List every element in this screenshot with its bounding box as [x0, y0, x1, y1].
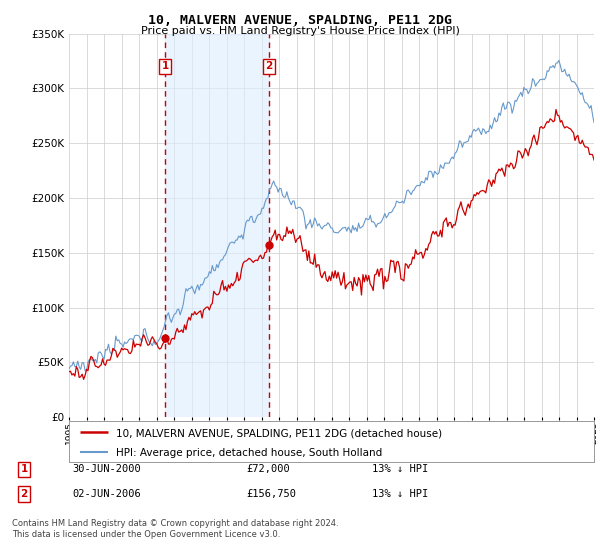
Text: 1: 1	[161, 62, 169, 72]
Text: HPI: Average price, detached house, South Holland: HPI: Average price, detached house, Sout…	[116, 448, 383, 458]
Text: 13% ↓ HPI: 13% ↓ HPI	[372, 464, 428, 474]
Bar	[165, 34, 269, 417]
Text: £156,750: £156,750	[246, 489, 296, 499]
Text: Contains HM Land Registry data © Crown copyright and database right 2024.
This d: Contains HM Land Registry data © Crown c…	[12, 519, 338, 539]
Text: 2: 2	[20, 489, 28, 499]
Text: Price paid vs. HM Land Registry's House Price Index (HPI): Price paid vs. HM Land Registry's House …	[140, 26, 460, 36]
Text: £72,000: £72,000	[246, 464, 290, 474]
Text: 10, MALVERN AVENUE, SPALDING, PE11 2DG (detached house): 10, MALVERN AVENUE, SPALDING, PE11 2DG (…	[116, 428, 442, 438]
Text: 1: 1	[20, 464, 28, 474]
Text: 02-JUN-2006: 02-JUN-2006	[72, 489, 141, 499]
Text: 10, MALVERN AVENUE, SPALDING, PE11 2DG: 10, MALVERN AVENUE, SPALDING, PE11 2DG	[148, 14, 452, 27]
Text: 13% ↓ HPI: 13% ↓ HPI	[372, 489, 428, 499]
Text: 2: 2	[265, 62, 272, 72]
Text: 30-JUN-2000: 30-JUN-2000	[72, 464, 141, 474]
